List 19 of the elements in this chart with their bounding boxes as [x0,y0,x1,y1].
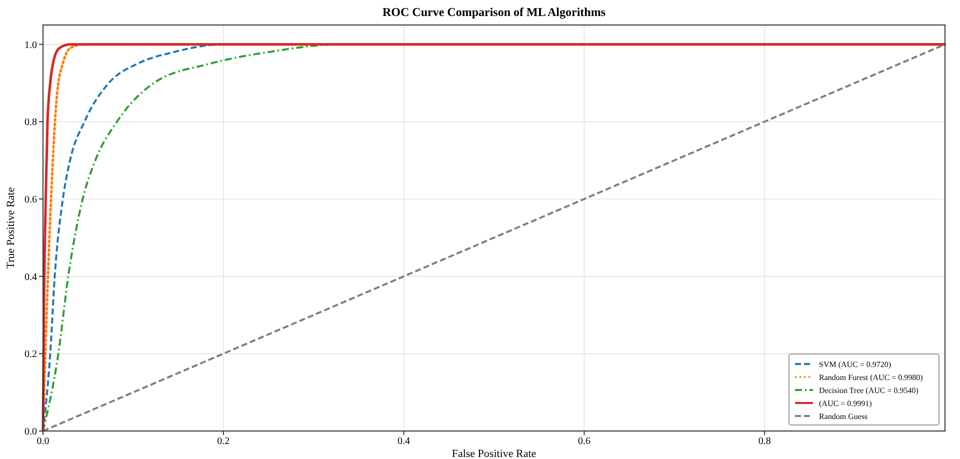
y-tick-label: 0.4 [24,272,37,283]
legend-label: Random Forest (AUC = 0.9980) [819,373,924,382]
x-tick-label: 0.0 [36,436,50,447]
legend-label: SVM (AUC = 0.9720) [819,360,892,369]
x-tick-label: 0.4 [398,436,410,447]
x-tick-label: 0.6 [578,436,590,447]
x-tick-label: 0.8 [758,436,771,447]
legend-label: Random Guess [819,412,868,421]
y-tick-label: 0.8 [24,117,37,128]
legend-label: (AUC = 0.9991) [819,399,872,408]
y-tick-label: 0.2 [24,349,37,360]
x-axis-title: False Positive Rate [452,448,536,459]
y-tick-label: 0.0 [24,426,37,438]
chart-title: ROC Curve Comparison of ML Algorithms [382,5,606,19]
y-tick-label: 1.0 [24,40,37,51]
x-tick-label: 0.2 [217,436,230,447]
y-axis-title: True Positive Rate [5,187,17,269]
legend-label: Decision Tree (AUC = 0.9540) [819,386,919,395]
y-tick-label: 0.6 [24,194,37,206]
